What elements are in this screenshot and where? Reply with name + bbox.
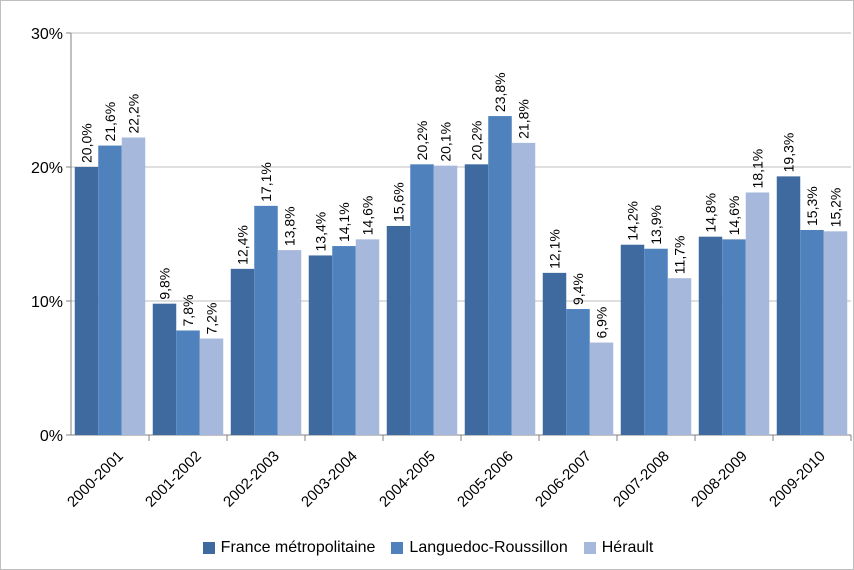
data-label: 14,2% xyxy=(625,201,641,241)
x-tick-label: 2008-2009 xyxy=(688,448,751,511)
bar xyxy=(332,246,356,435)
data-label: 6,9% xyxy=(594,307,610,339)
bar xyxy=(722,239,746,435)
data-label: 17,1% xyxy=(258,162,274,202)
x-tick-label: 2001-2002 xyxy=(142,448,205,511)
bar xyxy=(566,309,590,435)
bar xyxy=(745,192,770,435)
data-label: 13,8% xyxy=(282,206,298,246)
data-label: 15,3% xyxy=(804,186,820,226)
data-label: 20,0% xyxy=(79,123,95,163)
legend-item-languedoc: Languedoc-Roussillon xyxy=(391,539,568,557)
y-tick-label: 10% xyxy=(31,294,63,311)
data-label: 14,8% xyxy=(703,193,719,233)
bar xyxy=(277,250,302,435)
y-tick-label: 0% xyxy=(40,428,63,445)
x-tick-label: 2000-2001 xyxy=(64,448,127,511)
data-label: 9,4% xyxy=(570,273,586,305)
data-label: 7,2% xyxy=(204,303,220,335)
data-label: 12,4% xyxy=(235,225,251,265)
legend-item-herault: Hérault xyxy=(583,539,654,557)
bar xyxy=(667,278,692,435)
bar xyxy=(644,248,668,435)
data-label: 21,6% xyxy=(102,102,118,142)
data-label: 18,1% xyxy=(750,149,766,189)
bar xyxy=(542,272,567,435)
bar xyxy=(199,338,224,435)
bar xyxy=(74,167,99,435)
bar xyxy=(589,342,614,435)
x-tick-label: 2002-2003 xyxy=(220,448,283,511)
legend-label-languedoc: Languedoc-Roussillon xyxy=(409,539,568,556)
bar xyxy=(355,239,380,435)
bar xyxy=(823,231,848,435)
data-label: 14,6% xyxy=(360,196,376,236)
data-label: 20,2% xyxy=(469,121,485,161)
bar xyxy=(254,205,278,435)
data-label: 13,9% xyxy=(648,205,664,245)
data-label: 13,4% xyxy=(313,212,329,252)
bar xyxy=(152,303,177,435)
data-label: 22,2% xyxy=(126,94,142,134)
data-label: 15,2% xyxy=(828,188,844,228)
x-tick-label: 2003-2004 xyxy=(298,448,361,511)
bar xyxy=(308,255,333,435)
x-tick-label: 2007-2008 xyxy=(610,448,673,511)
data-label: 11,7% xyxy=(672,236,688,275)
legend-swatch-languedoc xyxy=(391,542,404,554)
bar xyxy=(511,142,536,435)
bar xyxy=(433,165,458,435)
data-label: 21,8% xyxy=(516,99,532,139)
bar xyxy=(121,137,146,435)
data-label: 20,2% xyxy=(414,121,430,161)
data-label: 14,6% xyxy=(726,196,742,236)
y-tick-label: 20% xyxy=(31,160,63,177)
legend: France métropolitaine Languedoc-Roussill… xyxy=(1,539,854,557)
bar xyxy=(698,236,723,435)
bar-chart: 0% 10% 20% 30% 2000-2001 20,0% 21,6% 22,2% 2001-… xyxy=(31,26,852,511)
bar xyxy=(800,229,824,435)
bar xyxy=(98,145,122,435)
data-label: 14,1% xyxy=(336,202,352,242)
data-label: 15,6% xyxy=(391,182,407,222)
bar xyxy=(464,164,489,435)
legend-swatch-herault xyxy=(583,542,596,554)
bar xyxy=(230,268,255,435)
x-tick-label: 2006-2007 xyxy=(532,448,595,511)
y-tick-label: 30% xyxy=(31,26,63,43)
x-tick-label: 2005-2006 xyxy=(454,448,517,511)
legend-swatch-france xyxy=(202,542,215,554)
bar xyxy=(776,176,801,435)
data-label: 12,1% xyxy=(547,229,563,269)
x-tick-label: 2009-2010 xyxy=(766,448,829,511)
legend-item-france: France métropolitaine xyxy=(202,539,376,557)
bar xyxy=(410,164,434,435)
data-label: 23,8% xyxy=(492,72,508,112)
legend-label-france: France métropolitaine xyxy=(220,539,376,556)
data-label: 19,3% xyxy=(781,133,797,173)
bar xyxy=(620,244,645,435)
x-tick-label: 2004-2005 xyxy=(376,448,439,511)
bar xyxy=(488,116,512,435)
data-label: 9,8% xyxy=(157,268,173,300)
legend-label-herault: Hérault xyxy=(601,539,654,556)
bar xyxy=(386,225,411,435)
data-label: 7,8% xyxy=(180,295,196,327)
data-label: 20,1% xyxy=(438,122,454,162)
bar xyxy=(176,330,200,435)
